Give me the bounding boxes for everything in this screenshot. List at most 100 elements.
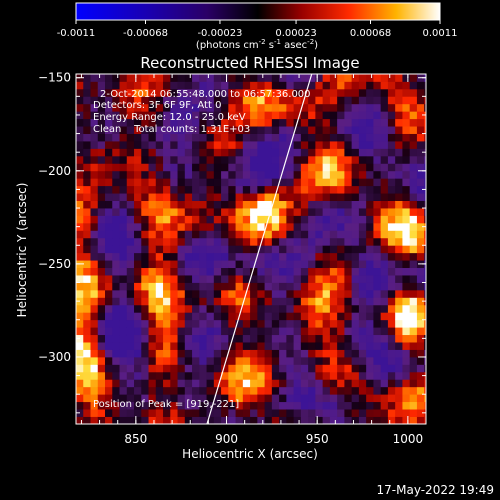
heatmap-cell [228,200,236,209]
heatmap-cell [329,111,338,120]
heatmap-cell [402,297,411,306]
heatmap-cell [155,342,164,350]
heatmap-cell [416,111,425,120]
heatmap-cell [126,289,135,298]
heatmap-cell [213,230,222,239]
heatmap-cell [126,260,135,269]
heatmap-cell [351,334,360,343]
heatmap-cell [264,394,273,403]
heatmap-cell [329,178,338,187]
heatmap-cell [119,193,128,201]
heatmap-cell [293,200,302,209]
heatmap-cell [286,245,295,254]
heatmap-cell [300,178,309,187]
heatmap-cell [351,252,360,261]
heatmap-cell [105,88,113,97]
heatmap-cell [97,334,106,343]
heatmap-cell [351,371,360,380]
heatmap-cell [163,401,171,410]
heatmap-cell [126,215,135,224]
heatmap-cell [235,252,244,261]
heatmap-cell [329,364,338,373]
heatmap-cell [105,111,113,120]
heatmap-cell [112,267,120,276]
heatmap-cell [213,252,222,261]
heatmap-cell [228,401,236,410]
heatmap-cell [155,170,164,179]
heatmap-cell [279,416,287,424]
heatmap-cell [300,141,309,149]
heatmap-cell [155,155,164,164]
heatmap-cell [373,379,382,388]
heatmap-cell [112,230,120,239]
heatmap-cell [221,245,229,254]
heatmap-cell [192,379,200,388]
heatmap-cell [90,416,99,424]
heatmap-cell [242,327,251,336]
heatmap-cell [286,155,295,164]
heatmap-cell [170,245,178,254]
heatmap-cell [416,252,425,261]
heatmap-cell [221,133,229,142]
heatmap-cell [228,215,236,224]
heatmap-cell [90,245,99,254]
heatmap-cell [141,312,149,321]
heatmap-cell [141,297,149,306]
heatmap-cell [424,163,426,172]
heatmap-cell [213,118,222,127]
heatmap-cell [358,371,367,380]
heatmap-cell [337,222,345,231]
heatmap-cell [235,297,244,306]
heatmap-cell [112,282,120,291]
heatmap-cell [416,237,425,246]
heatmap-cell [264,409,273,417]
heatmap-cell [358,222,367,231]
heatmap-cell [366,356,374,365]
heatmap-cell [344,222,353,231]
heatmap-cell [97,81,106,90]
heatmap-cell [337,379,345,388]
heatmap-cell [105,230,113,239]
heatmap-cell [105,267,113,276]
heatmap-cell [373,364,382,373]
heatmap-cell [105,409,113,417]
heatmap-cell [90,103,99,112]
heatmap-cell [271,267,280,276]
heatmap-cell [337,193,345,201]
heatmap-cell [395,409,403,417]
heatmap-cell [206,237,215,246]
heatmap-cell [177,409,186,417]
heatmap-cell [271,178,280,187]
heatmap-cell [395,111,403,120]
heatmap-cell [351,237,360,246]
heatmap-cell [395,327,403,336]
heatmap-cell [308,371,316,380]
heatmap-cell [424,118,426,127]
heatmap-cell [366,96,374,105]
heatmap-cell [228,327,236,336]
heatmap-cell [308,185,316,194]
heatmap-cell [337,252,345,261]
heatmap-cell [395,148,403,157]
heatmap-cell [380,215,389,224]
heatmap-cell [395,297,403,306]
heatmap-cell [242,230,251,239]
heatmap-cell [250,304,258,313]
heatmap-cell [97,88,106,97]
heatmap-cell [134,342,142,350]
heatmap-image [76,74,426,424]
heatmap-cell [373,81,382,90]
heatmap-cell [387,81,396,90]
heatmap-cell [409,237,418,246]
heatmap-cell [380,74,389,75]
heatmap-cell [242,141,251,149]
heatmap-cell [235,111,244,120]
heatmap-cell [402,312,411,321]
heatmap-cell [416,327,425,336]
heatmap-cell [380,81,389,90]
heatmap-cell [206,275,215,283]
heatmap-cell [192,88,200,97]
heatmap-cell [213,222,222,231]
heatmap-cell [271,111,280,120]
heatmap-cell [416,394,425,403]
